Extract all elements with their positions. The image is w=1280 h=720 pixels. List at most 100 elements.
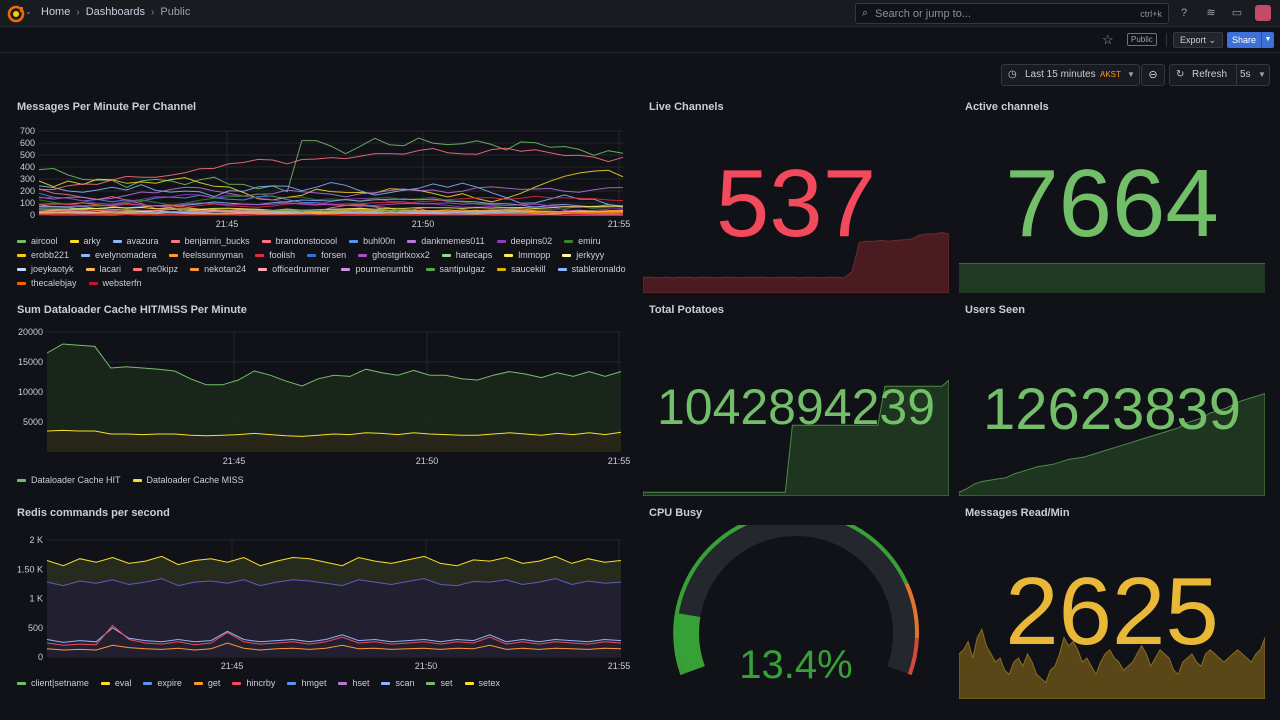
panel-title: Redis commands per second	[17, 507, 170, 519]
legend-swatch	[258, 267, 268, 271]
legend-item[interactable]: scan	[381, 678, 414, 688]
legend-item[interactable]: jerkyyy	[562, 250, 604, 260]
legend-item[interactable]: forsen	[307, 250, 346, 260]
legend-item[interactable]: aircool	[17, 236, 58, 246]
legend-item[interactable]: set	[426, 678, 453, 688]
sparkline	[959, 627, 1265, 699]
legend-item[interactable]: hmget	[287, 678, 326, 688]
legend-item[interactable]: Dataloader Cache HIT	[17, 475, 121, 485]
legend-label: eval	[114, 678, 132, 688]
legend-item[interactable]: emiru	[564, 236, 601, 246]
x-tick-label: 21:55	[608, 661, 631, 671]
legend-label: evelynomadera	[95, 250, 157, 260]
y-tick-label: 600	[20, 138, 35, 148]
share-button[interactable]: Share	[1227, 32, 1262, 48]
legend-item[interactable]: ghostgirlxoxx2	[358, 250, 430, 260]
legend-item[interactable]: eval	[100, 678, 132, 688]
export-button[interactable]: Export ⌄	[1173, 32, 1224, 48]
legend-item[interactable]: client|setname	[17, 678, 89, 688]
legend-label: nekotan24	[204, 264, 247, 274]
zoom-out-button[interactable]: ⊖	[1141, 64, 1165, 86]
legend-item[interactable]: hset	[338, 678, 369, 688]
panel-title: CPU Busy	[649, 507, 703, 519]
zoom-out-icon: ⊖	[1148, 69, 1158, 81]
news-rss-icon[interactable]: ≋	[1206, 7, 1216, 19]
legend-label: hmget	[301, 678, 327, 688]
legend-item[interactable]: buhl00n	[349, 236, 395, 246]
legend-item[interactable]: Dataloader Cache MISS	[132, 475, 244, 485]
legend-swatch	[69, 239, 79, 243]
refresh-interval[interactable]: 5s	[1240, 69, 1251, 80]
grafana-logo-icon[interactable]	[7, 5, 25, 23]
legend-label: erobb221	[31, 250, 70, 260]
legend-item[interactable]: stableronaldo	[557, 264, 626, 274]
series-line	[46, 624, 622, 646]
legend-label: benjamin_bucks	[184, 236, 250, 246]
legend-item[interactable]: arky	[69, 236, 101, 246]
y-tick-label: 300	[20, 174, 35, 184]
search-input[interactable]: ⌕ Search or jump to... ctrl+k	[855, 3, 1169, 24]
chevron-down-icon[interactable]: ⌄	[25, 7, 32, 16]
legend-item[interactable]: setex	[464, 678, 500, 688]
breadcrumb-home[interactable]: Home	[41, 6, 71, 18]
legend-item[interactable]: hincrby	[232, 678, 275, 688]
y-tick-label: 20000	[18, 327, 43, 337]
legend-item[interactable]: ne0kipz	[133, 264, 178, 274]
legend-item[interactable]: expire	[143, 678, 182, 688]
clock-icon: ◷	[1008, 69, 1017, 80]
panel-title: Active channels	[965, 101, 1049, 113]
legend-item[interactable]: joeykaotyk	[17, 264, 74, 274]
panel-cpu-busy: CPU Busy 13.4%	[643, 507, 949, 699]
legend-label: arky	[83, 236, 101, 246]
legend-swatch	[81, 253, 91, 257]
legend-item[interactable]: dankmemes011	[407, 236, 485, 246]
legend-label: emiru	[578, 236, 601, 246]
refresh-button[interactable]: ↻ Refresh 5s ▼	[1169, 64, 1270, 86]
panel-live-channels: Live Channels 537	[643, 101, 949, 293]
stat-value: 2625	[1005, 558, 1219, 665]
legend-item[interactable]: foolish	[255, 250, 295, 260]
series-area	[47, 344, 621, 452]
breadcrumb-dashboards[interactable]: Dashboards	[85, 6, 146, 18]
legend-swatch	[562, 253, 572, 257]
legend-item[interactable]: lmmopp	[504, 250, 550, 260]
avatar[interactable]	[1255, 5, 1271, 21]
x-tick-label: 21:50	[415, 661, 438, 671]
share-dropdown-chevron-icon[interactable]: ▼	[1261, 32, 1274, 48]
legend-item[interactable]: brandonstocool	[261, 236, 337, 246]
legend-item[interactable]: benjamin_bucks	[170, 236, 250, 246]
legend-item[interactable]: deepins02	[496, 236, 552, 246]
legend-item[interactable]: lacari	[85, 264, 121, 274]
legend-label: avazura	[126, 236, 159, 246]
time-range-picker[interactable]: ◷ Last 15 minutes AKST ▼	[1001, 64, 1140, 86]
legend-item[interactable]: santipulgaz	[425, 264, 485, 274]
legend-item[interactable]: officedrummer	[258, 264, 329, 274]
timezone-badge: AKST	[1100, 70, 1121, 79]
legend-item[interactable]: pourmenumbb	[341, 264, 414, 274]
divider	[1166, 33, 1167, 47]
legend-swatch	[17, 281, 26, 285]
legend-item[interactable]: avazura	[112, 236, 159, 246]
kiosk-monitor-icon[interactable]: ▭	[1231, 7, 1243, 19]
legend-label: hset	[352, 678, 370, 688]
x-tick-label: 21:55	[608, 219, 631, 229]
legend-item[interactable]: nekotan24	[190, 264, 246, 274]
legend-swatch	[17, 478, 26, 482]
cpu-gauge	[673, 525, 919, 676]
help-icon[interactable]: ?	[1180, 7, 1188, 19]
y-tick-label: 2 K	[29, 535, 43, 545]
x-tick-label: 21:50	[416, 456, 439, 466]
legend-item[interactable]: websterfn	[88, 278, 142, 288]
legend-item[interactable]: saucekill	[497, 264, 546, 274]
legend-item[interactable]: get	[193, 678, 220, 688]
legend-label: Dataloader Cache HIT	[31, 475, 121, 485]
legend-item[interactable]: thecalebjay	[17, 278, 77, 288]
sparkline	[959, 392, 1265, 496]
legend-item[interactable]: hatecaps	[441, 250, 492, 260]
legend-swatch	[168, 253, 178, 257]
series-line	[38, 213, 624, 216]
legend-item[interactable]: feelssunnyman	[168, 250, 243, 260]
legend-item[interactable]: erobb221	[17, 250, 69, 260]
star-icon[interactable]: ☆	[1102, 32, 1114, 47]
legend-item[interactable]: evelynomadera	[81, 250, 157, 260]
